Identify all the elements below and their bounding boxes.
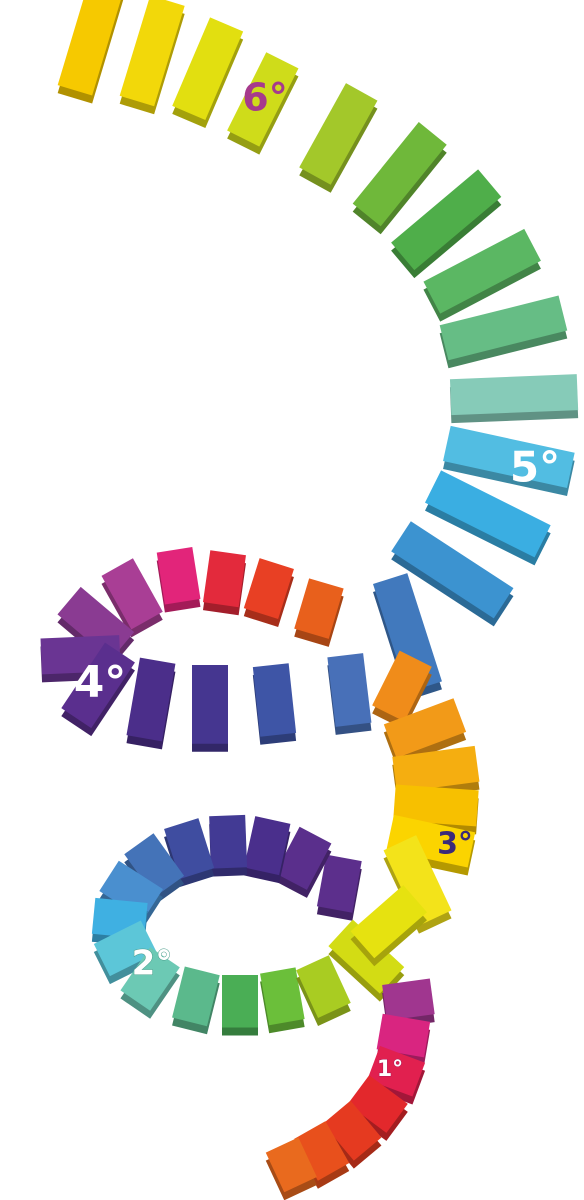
- step: [222, 975, 258, 1028]
- step: [124, 833, 185, 897]
- step: [350, 885, 427, 959]
- step: [209, 814, 248, 869]
- level-label: 1°: [377, 1057, 403, 1082]
- level-label: 2°: [132, 944, 173, 984]
- step: [299, 83, 378, 185]
- step: [294, 1121, 350, 1181]
- step: [119, 0, 185, 107]
- level-label: 5°: [510, 443, 560, 492]
- step: [393, 784, 479, 827]
- step: [443, 425, 575, 488]
- step: [439, 295, 568, 361]
- step: [164, 818, 215, 880]
- step: [202, 550, 246, 608]
- step: [227, 52, 299, 147]
- step: [352, 122, 447, 227]
- step: [296, 955, 351, 1018]
- step: [260, 967, 305, 1026]
- step: [347, 1075, 408, 1133]
- step: [192, 665, 228, 744]
- step: [93, 920, 157, 977]
- step: [101, 558, 163, 630]
- step: [126, 657, 176, 742]
- step: [424, 470, 551, 558]
- step: [172, 966, 220, 1027]
- step: [275, 826, 332, 890]
- step: [391, 169, 502, 271]
- step: [252, 663, 297, 737]
- level-label: 3°: [437, 827, 473, 862]
- step: [423, 228, 541, 314]
- step: [294, 578, 344, 639]
- step-labels: 1° 2° 3° 4° 5° 6°: [74, 76, 560, 1083]
- step: [120, 947, 180, 1011]
- step: [156, 546, 201, 605]
- step: [367, 1045, 426, 1097]
- step: [372, 650, 432, 722]
- step: [392, 745, 480, 793]
- step: [322, 1100, 382, 1161]
- step: [243, 816, 291, 876]
- steps: [40, 0, 579, 1200]
- step: [449, 374, 579, 416]
- level-label: 4°: [74, 657, 127, 708]
- step: [243, 558, 294, 620]
- step: [391, 521, 514, 619]
- step: [372, 573, 442, 693]
- step: [316, 854, 362, 913]
- step: [61, 642, 135, 729]
- level-label: 6°: [242, 76, 287, 120]
- step: [383, 698, 467, 759]
- step: [172, 17, 244, 121]
- step: [327, 653, 372, 727]
- step: [57, 0, 121, 96]
- step: [376, 1013, 431, 1058]
- step: [382, 978, 435, 1021]
- step: [383, 835, 452, 926]
- step: [265, 1137, 317, 1193]
